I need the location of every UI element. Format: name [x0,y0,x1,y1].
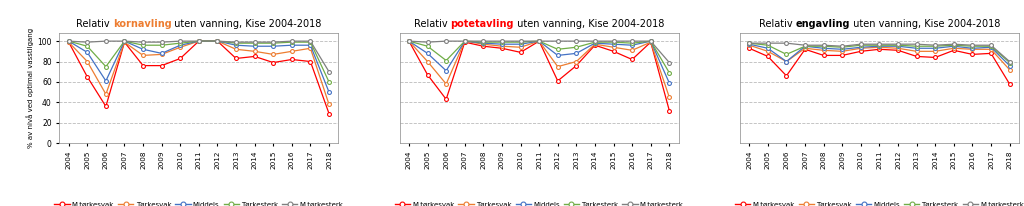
Text: uten vanning, Kise 2004-2018: uten vanning, Kise 2004-2018 [514,19,665,29]
Legend: M.tørkesvak, Tørkesvak, Middels, Tørkesterk, M.tørkesterk: M.tørkesvak, Tørkesvak, Middels, Tørkest… [394,202,684,206]
Text: engavling: engavling [796,19,850,29]
Text: potetavling: potetavling [451,19,514,29]
Legend: M.tørkesvak, Tørkesvak, Middels, Tørkesterk, M.tørkesterk: M.tørkesvak, Tørkesvak, Middels, Tørkest… [735,202,1024,206]
Y-axis label: % av nivå ved optimal vasstilgang: % av nivå ved optimal vasstilgang [27,28,35,148]
Text: uten vanning, Kise 2004-2018: uten vanning, Kise 2004-2018 [171,19,322,29]
Text: Relativ: Relativ [76,19,113,29]
Legend: M.tørkesvak, Tørkesvak, Middels, Tørkesterk, M.tørkesterk: M.tørkesvak, Tørkesvak, Middels, Tørkest… [54,202,343,206]
Text: uten vanning, Kise 2004-2018: uten vanning, Kise 2004-2018 [850,19,1000,29]
Text: kornavling: kornavling [113,19,171,29]
Text: Relativ: Relativ [414,19,451,29]
Text: Relativ: Relativ [759,19,796,29]
